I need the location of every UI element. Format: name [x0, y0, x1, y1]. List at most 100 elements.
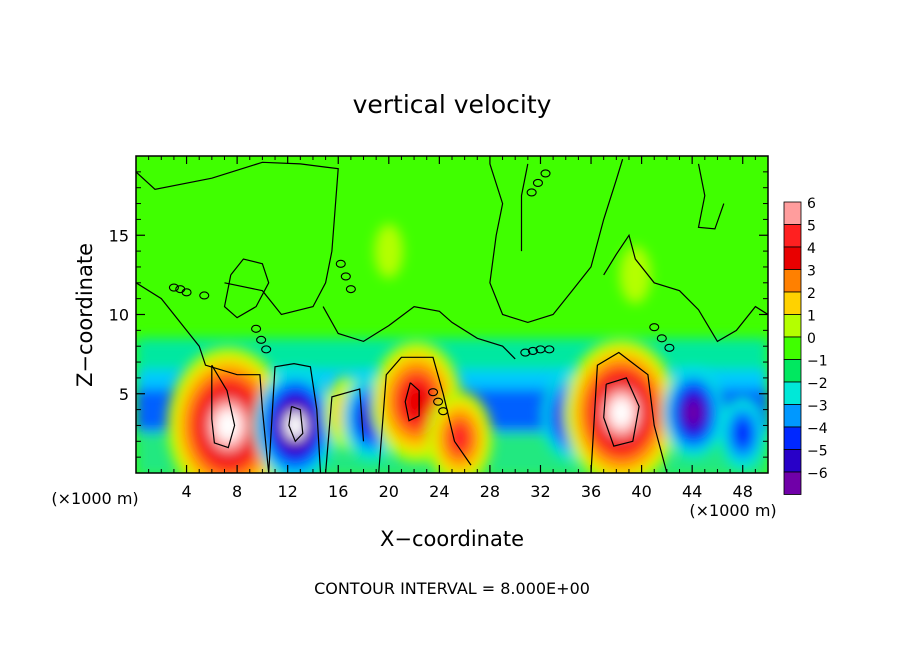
small-contour	[438, 407, 449, 416]
x-tick-label: 32	[530, 482, 550, 501]
small-contour	[520, 348, 531, 357]
updraft-ring	[619, 246, 651, 304]
small-contour	[649, 323, 660, 332]
x-axis-label: X−coordinate	[380, 527, 524, 551]
small-contour	[526, 188, 537, 197]
small-contour	[181, 288, 192, 297]
colorbar-label: −5	[807, 444, 828, 460]
small-contour	[340, 272, 351, 281]
colorbar-swatch	[783, 404, 802, 428]
colorbar-swatch	[783, 336, 802, 360]
x-tick-label: 44	[682, 482, 702, 501]
small-contour	[335, 259, 346, 268]
updraft-ring	[609, 397, 634, 429]
chart-title: vertical velocity	[353, 90, 552, 119]
zero-contour	[590, 351, 668, 473]
small-contour	[256, 335, 267, 344]
zero-contour	[322, 305, 516, 360]
downdraft-cell	[719, 396, 766, 470]
small-contour	[168, 283, 179, 292]
colorbar-label: −2	[807, 376, 828, 392]
small-contour	[532, 178, 544, 187]
small-contour	[261, 345, 272, 354]
zero-contour	[223, 258, 270, 319]
colorbar: 6 5 4 3 2 1 0 −1 −2 −3 −4 −5 −6	[783, 196, 828, 495]
colorbar-swatch	[783, 291, 802, 315]
colorbar-swatch	[783, 426, 802, 450]
colorbar-swatch	[783, 449, 802, 473]
colorbar-label: 5	[807, 219, 816, 235]
colorbar-label: −3	[807, 399, 828, 415]
downdraft-cell	[662, 367, 725, 459]
zero-contour	[136, 161, 339, 316]
contour-neg8	[288, 405, 304, 443]
zero-contour	[697, 163, 725, 230]
contour-8	[404, 382, 420, 422]
x-tick-label: 28	[480, 482, 500, 501]
x-tick-label: 16	[328, 482, 348, 501]
colorbar-swatch	[783, 269, 802, 293]
updraft-cell	[426, 390, 493, 473]
y-axis-label: Z−coordinate	[73, 243, 97, 387]
contour-8	[211, 364, 236, 449]
updraft-ring	[215, 408, 242, 443]
updraft-ring	[448, 421, 472, 455]
x-tick-label: 48	[733, 482, 753, 501]
colorbar-swatch	[783, 314, 802, 338]
x-axis: 4 8 12 16 20 24 28 32 36 40 44 48	[148, 156, 756, 501]
small-contour	[527, 346, 538, 356]
small-contour	[345, 285, 356, 294]
updraft-cell	[619, 246, 651, 304]
x-tick-label: 24	[429, 482, 449, 501]
zero-contour	[325, 388, 365, 473]
small-contour	[433, 397, 444, 406]
updraft-ring	[374, 223, 404, 279]
y-tick-label: 5	[119, 385, 129, 404]
y-tick-label: 10	[109, 306, 129, 325]
x-tick-label: 40	[631, 482, 651, 501]
colorbar-swatch	[783, 381, 802, 405]
contour-interval-note: CONTOUR INTERVAL = 8.000E+00	[314, 579, 590, 598]
colorbar-label: −4	[807, 421, 828, 437]
downdraft-ring	[732, 417, 753, 450]
x-tick-label: 36	[581, 482, 601, 501]
x-unit-left: (×1000 m)	[51, 489, 138, 508]
colorbar-swatch	[783, 224, 802, 248]
small-contour	[544, 345, 555, 354]
colorbar-label: 4	[807, 241, 816, 257]
updraft-cell	[564, 338, 679, 473]
colorbar-label: 1	[807, 309, 816, 325]
updraft-ring	[403, 384, 430, 420]
y-tick-label: 15	[109, 226, 129, 245]
colorbar-label: 3	[807, 264, 816, 280]
x-tick-label: 12	[278, 482, 298, 501]
cells	[167, 223, 766, 473]
colorbar-swatch	[783, 471, 802, 495]
small-contour	[427, 388, 439, 397]
downdraft-ring	[684, 399, 703, 426]
small-contour	[199, 291, 210, 300]
zero-contour	[378, 356, 472, 473]
y-axis: 5 10 15	[109, 171, 768, 458]
small-contour	[664, 343, 675, 352]
zero-contour	[489, 159, 624, 324]
small-contour	[251, 324, 262, 333]
colorbar-label: 6	[807, 196, 816, 212]
colorbar-label: 0	[807, 331, 816, 347]
colorbar-swatch	[783, 246, 802, 270]
zero-contour	[136, 282, 270, 473]
updraft-cell	[374, 223, 404, 279]
small-contour	[540, 169, 551, 178]
x-tick-label: 4	[181, 482, 191, 501]
x-tick-label: 20	[379, 482, 399, 501]
downdraft-cell	[254, 369, 337, 473]
contour-8	[603, 377, 640, 447]
colorbar-swatch	[783, 359, 802, 383]
contour-lines	[136, 159, 768, 473]
zero-contour	[520, 163, 529, 252]
zero-contour	[268, 362, 322, 473]
colorbar-swatch	[783, 201, 802, 225]
plot-area	[136, 156, 768, 473]
colorbar-label: −6	[807, 466, 828, 482]
